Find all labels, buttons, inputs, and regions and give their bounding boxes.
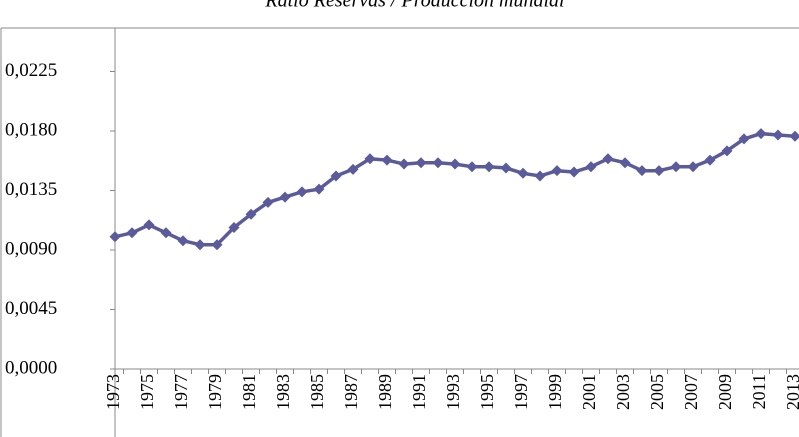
data-marker — [483, 161, 495, 173]
x-tick-label: 1977 — [171, 374, 191, 410]
data-marker — [228, 222, 240, 234]
data-marker — [415, 157, 427, 169]
data-marker — [551, 165, 563, 177]
y-tick-label: 0,0090 — [5, 238, 57, 259]
data-marker — [296, 186, 308, 198]
data-marker — [194, 239, 206, 251]
x-tick-label: 1979 — [205, 374, 225, 410]
data-marker — [568, 166, 580, 178]
data-marker — [160, 227, 172, 239]
y-tick-label: 0,0135 — [5, 179, 57, 200]
data-marker — [279, 191, 291, 203]
data-marker — [126, 227, 138, 239]
x-tick-label: 2009 — [715, 374, 735, 410]
x-tick-label: 1983 — [273, 374, 293, 410]
data-marker — [330, 170, 342, 182]
data-marker — [143, 219, 155, 231]
y-tick-label: 0,0000 — [5, 357, 57, 378]
data-marker — [211, 239, 223, 251]
x-tick-label: 2013 — [783, 374, 799, 410]
data-marker — [466, 161, 478, 173]
x-tick-label: 1991 — [409, 374, 429, 410]
x-tick-label: 1987 — [341, 374, 361, 410]
data-marker — [687, 161, 699, 173]
y-tick-label: 0,0045 — [5, 298, 57, 319]
x-tick-label: 2007 — [681, 374, 701, 410]
x-tick-label: 1989 — [375, 374, 395, 410]
data-marker — [534, 170, 546, 182]
data-marker — [721, 145, 733, 157]
x-tick-label: 2005 — [647, 374, 667, 410]
data-marker — [653, 165, 665, 177]
data-marker — [704, 154, 716, 166]
data-marker — [398, 158, 410, 170]
data-marker — [313, 183, 325, 195]
data-marker — [585, 161, 597, 173]
y-tick-label: 0,0180 — [5, 119, 57, 140]
data-marker — [449, 158, 461, 170]
x-tick-label: 1973 — [103, 374, 123, 410]
x-tick-label: 1985 — [307, 374, 327, 410]
data-marker — [245, 208, 257, 220]
data-marker — [381, 154, 393, 166]
data-marker — [602, 153, 614, 165]
data-marker — [619, 157, 631, 169]
x-tick-label: 1999 — [545, 374, 565, 410]
y-tick-label: 0,0225 — [5, 60, 57, 81]
data-marker — [177, 235, 189, 247]
data-marker — [109, 231, 121, 243]
x-tick-label: 2001 — [579, 374, 599, 410]
data-marker — [670, 161, 682, 173]
chart-title: Ratio Reservas / Producción mundial — [264, 0, 565, 12]
x-tick-label: 2003 — [613, 374, 633, 410]
series-line — [114, 131, 796, 247]
x-tick-label: 1981 — [239, 374, 259, 410]
data-marker — [755, 128, 767, 140]
data-marker — [262, 196, 274, 208]
x-tick-label: 1995 — [477, 374, 497, 410]
data-marker — [432, 157, 444, 169]
data-marker — [636, 165, 648, 177]
data-marker — [772, 129, 784, 141]
data-marker — [364, 153, 376, 165]
x-tick-label: 1975 — [137, 374, 157, 410]
x-tick-label: 1993 — [443, 374, 463, 410]
data-marker — [738, 133, 750, 145]
data-marker — [500, 162, 512, 174]
x-tick-label: 1997 — [511, 374, 531, 410]
data-marker — [517, 167, 529, 179]
data-marker — [347, 163, 359, 175]
data-marker — [789, 130, 799, 142]
x-tick-label: 2011 — [749, 374, 769, 409]
